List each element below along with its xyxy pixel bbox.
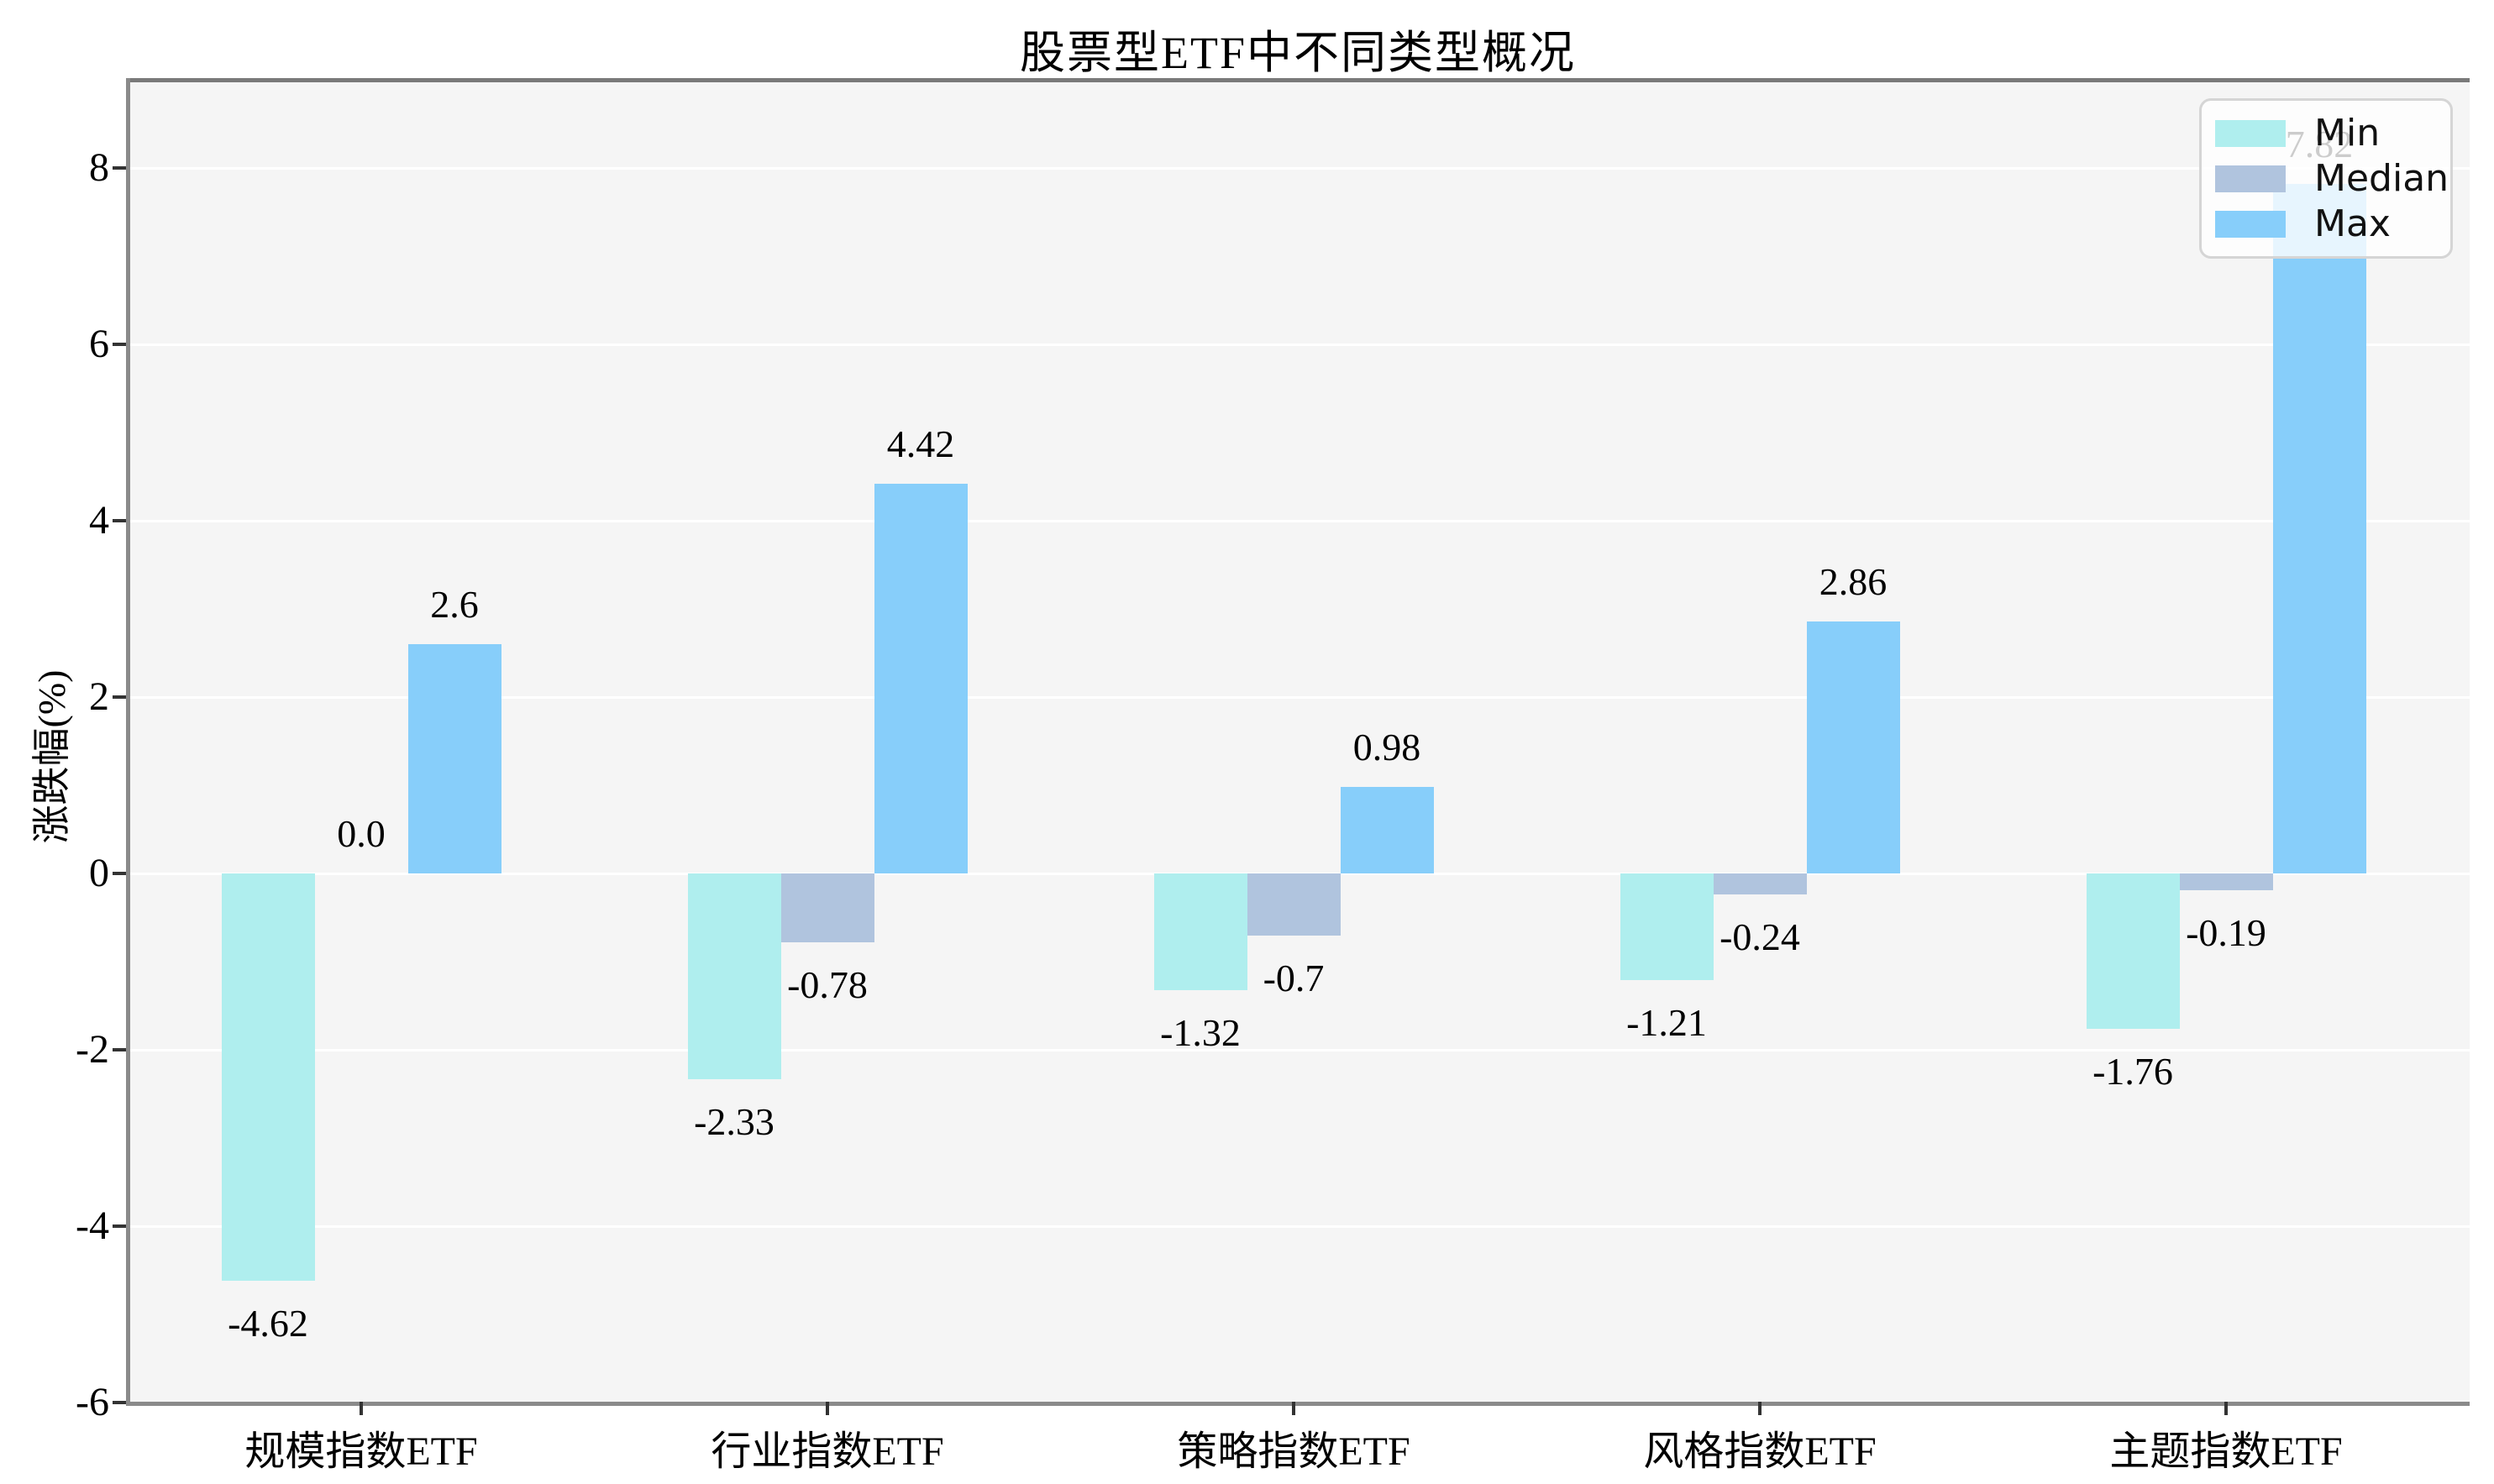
- bar-value-label: -0.7: [1263, 956, 1325, 999]
- y-tick: [113, 1401, 126, 1404]
- bar-max-4: [2272, 183, 2366, 873]
- grid-line: [126, 1049, 2470, 1051]
- y-tick: [113, 519, 126, 522]
- x-category-label: 规模指数ETF: [244, 1429, 478, 1474]
- y-tick-label: 0: [89, 851, 109, 895]
- left-axis-spine: [126, 78, 130, 1406]
- bottom-axis-spine: [126, 1402, 2470, 1406]
- x-tick: [1292, 1402, 1295, 1415]
- grid-line: [126, 343, 2470, 346]
- bar-value-label: 2.6: [430, 583, 479, 626]
- legend-row-median: Median: [2215, 156, 2450, 202]
- x-tick: [826, 1402, 829, 1415]
- y-tick-label: 2: [89, 674, 109, 719]
- x-category-label: 风格指数ETF: [1643, 1429, 1877, 1474]
- chart-title: 股票型ETF中不同类型概况: [1019, 28, 1576, 78]
- bar-max-2: [1340, 787, 1434, 873]
- bar-min-0: [221, 873, 315, 1282]
- bar-max-3: [1806, 621, 1900, 873]
- y-tick: [113, 872, 126, 875]
- y-tick-label: 4: [89, 498, 109, 543]
- bar-min-4: [2086, 873, 2180, 1029]
- grid-line: [126, 167, 2470, 170]
- y-tick: [113, 1048, 126, 1051]
- bar-value-label: 0.98: [1352, 726, 1421, 769]
- x-category-label: 行业指数ETF: [711, 1429, 944, 1474]
- y-tick-label: -4: [76, 1203, 109, 1248]
- grid-line: [126, 1225, 2470, 1228]
- bar-median-4: [2179, 873, 2273, 890]
- legend-label-max: Max: [2314, 202, 2391, 245]
- bar-median-1: [780, 873, 874, 942]
- x-tick: [2224, 1402, 2228, 1415]
- bar-value-label: 0.0: [337, 812, 386, 855]
- y-tick-label: -6: [76, 1380, 109, 1424]
- legend-label-min: Min: [2314, 112, 2381, 155]
- legend-swatch-min: [2215, 120, 2286, 147]
- y-tick-label: -2: [76, 1027, 109, 1072]
- bar-value-label: -0.78: [787, 962, 868, 1006]
- bar-median-3: [1713, 873, 1807, 895]
- bar-value-label: -2.33: [694, 1099, 774, 1143]
- bar-min-2: [1153, 873, 1247, 990]
- zero-axis-line: [126, 78, 2470, 82]
- bar-min-1: [687, 873, 781, 1079]
- legend-row-min: Min: [2215, 111, 2450, 156]
- y-tick: [113, 166, 126, 170]
- legend-row-max: Max: [2215, 202, 2450, 247]
- y-tick: [113, 1224, 126, 1228]
- bar-value-label: -0.24: [1720, 915, 1800, 959]
- x-tick: [360, 1402, 363, 1415]
- legend-swatch-max: [2215, 211, 2286, 238]
- x-tick: [1758, 1402, 1762, 1415]
- legend-swatch-median: [2215, 165, 2286, 192]
- bar-max-0: [407, 644, 501, 873]
- bar-max-1: [874, 483, 968, 873]
- legend: Min Median Max: [2199, 98, 2453, 259]
- bar-value-label: -0.19: [2186, 910, 2266, 954]
- bar-value-label: -4.62: [228, 1302, 308, 1345]
- x-category-label: 策略指数ETF: [1177, 1429, 1410, 1474]
- legend-rows: Min Median Max: [2215, 111, 2450, 247]
- y-tick-label: 8: [89, 145, 109, 190]
- grid-line: [126, 696, 2470, 699]
- bar-value-label: 4.42: [886, 422, 955, 465]
- y-tick-label: 6: [89, 322, 109, 366]
- y-tick: [113, 695, 126, 699]
- bar-value-label: -1.21: [1626, 1001, 1707, 1045]
- legend-label-median: Median: [2314, 157, 2449, 200]
- grid-line: [126, 520, 2470, 522]
- plot-area: -4.62 -2.33 -1.32 -1.21 -1.76 0.0 -0.78 -0.7 -0.…: [126, 78, 2470, 1406]
- bar-value-label: -1.32: [1160, 1010, 1241, 1054]
- y-tick: [113, 343, 126, 346]
- bar-median-2: [1247, 873, 1341, 936]
- bar-min-3: [1620, 873, 1714, 981]
- bar-value-label: -1.76: [2092, 1049, 2173, 1093]
- bar-value-label: 2.86: [1819, 559, 1888, 603]
- x-category-label: 主题指数ETF: [2109, 1429, 2343, 1474]
